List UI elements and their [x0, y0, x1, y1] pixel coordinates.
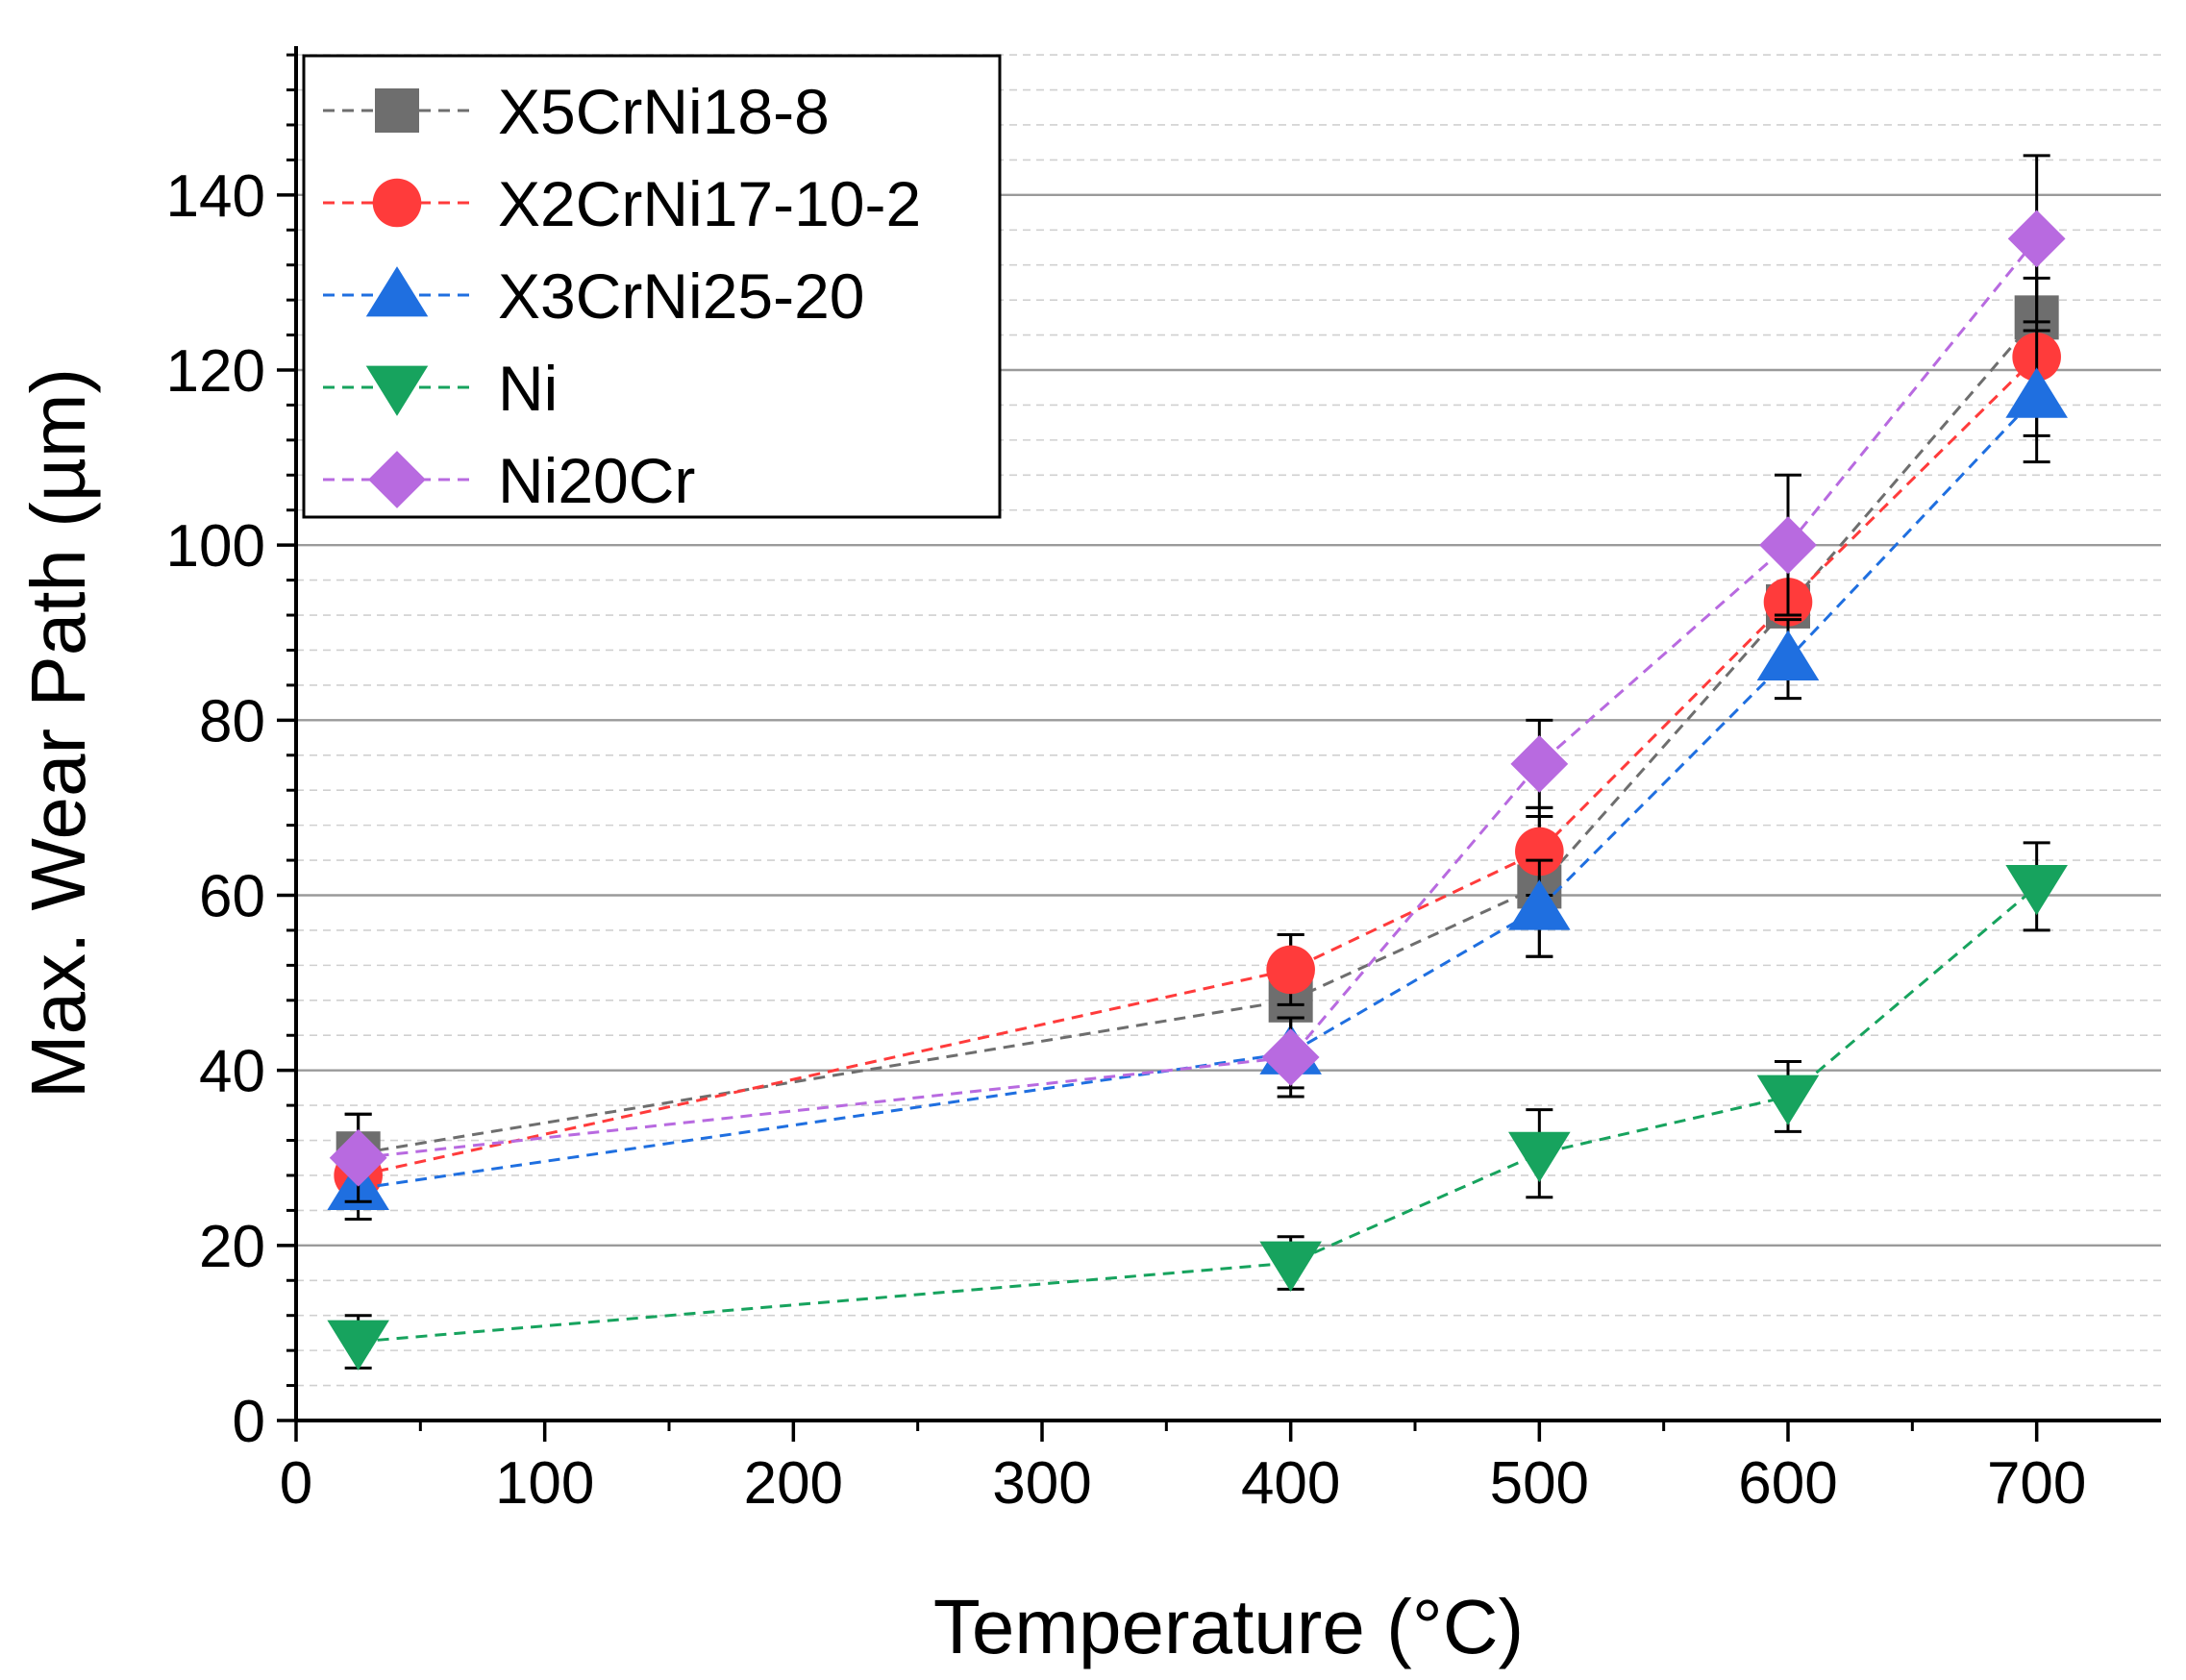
y-tick-label: 0	[233, 1389, 265, 1455]
legend-box	[302, 54, 1002, 519]
legend-label: X5CrNi18-8	[498, 76, 830, 147]
data-point	[2005, 367, 2068, 418]
x-tick-label: 400	[1241, 1450, 1340, 1517]
series-5	[329, 154, 2066, 1203]
x-axis-title: Temperature (°C)	[933, 1584, 1524, 1669]
y-tick-label: 140	[166, 163, 265, 230]
y-tick-label: 80	[199, 688, 265, 754]
data-point	[1261, 1028, 1320, 1086]
legend-label: X3CrNi25-20	[498, 260, 865, 332]
y-tick-label: 40	[199, 1039, 265, 1105]
series-layer	[327, 154, 2068, 1371]
data-point	[1756, 1075, 1820, 1125]
series-line	[358, 356, 2038, 1177]
legend-label: Ni	[498, 353, 558, 424]
data-point	[1508, 1131, 1571, 1183]
series-line	[358, 395, 2038, 1191]
data-point	[1515, 827, 1564, 877]
data-point	[1510, 734, 1569, 793]
legend-marker	[368, 451, 426, 508]
data-point	[1508, 879, 1571, 930]
legend-entry: Ni	[323, 353, 558, 424]
y-tick-label: 120	[166, 338, 265, 405]
axes: 0 20 40 60 80 100 120 140 0 100 200 300 400 500 600 700	[166, 46, 2161, 1517]
grid	[296, 54, 2161, 1387]
x-tick-label: 200	[744, 1450, 843, 1517]
x-tick-label: 500	[1490, 1450, 1589, 1517]
legend-entry: X3CrNi25-20	[323, 260, 865, 332]
legend-entry: Ni20Cr	[323, 445, 695, 516]
series-line	[358, 885, 2038, 1344]
x-tick-label: 700	[1987, 1450, 2086, 1517]
legend-marker	[375, 88, 419, 133]
data-point	[1756, 630, 1820, 681]
data-point	[1259, 1241, 1322, 1292]
legend-entry: X2CrNi17-10-2	[323, 168, 921, 239]
y-tick-label: 100	[166, 513, 265, 580]
legend-marker	[365, 266, 429, 317]
data-point	[327, 1320, 389, 1371]
x-tick-label: 600	[1738, 1450, 1837, 1517]
x-tick-label: 0	[280, 1450, 312, 1517]
legend-label: X2CrNi17-10-2	[498, 168, 921, 239]
x-tick-label: 100	[495, 1450, 594, 1517]
data-point	[2007, 210, 2066, 268]
x-tick-label: 300	[992, 1450, 1091, 1517]
legend-marker	[365, 365, 429, 416]
series-4	[327, 841, 2068, 1371]
data-point	[2005, 864, 2068, 916]
y-tick-label: 60	[199, 864, 265, 930]
y-axis-title: Max. Wear Path (µm)	[15, 368, 101, 1099]
legend: X5CrNi18-8 X2CrNi17-10-2 X3CrNi25-20 Ni Ni20…	[302, 54, 1002, 519]
data-point	[1266, 945, 1315, 995]
y-tick-label: 20	[199, 1214, 265, 1280]
legend-marker	[372, 178, 422, 228]
legend-label: Ni20Cr	[498, 445, 695, 516]
series-line	[358, 237, 2038, 1160]
legend-entry: X5CrNi18-8	[323, 76, 830, 147]
data-point	[1759, 516, 1817, 575]
data-point	[329, 1128, 387, 1187]
